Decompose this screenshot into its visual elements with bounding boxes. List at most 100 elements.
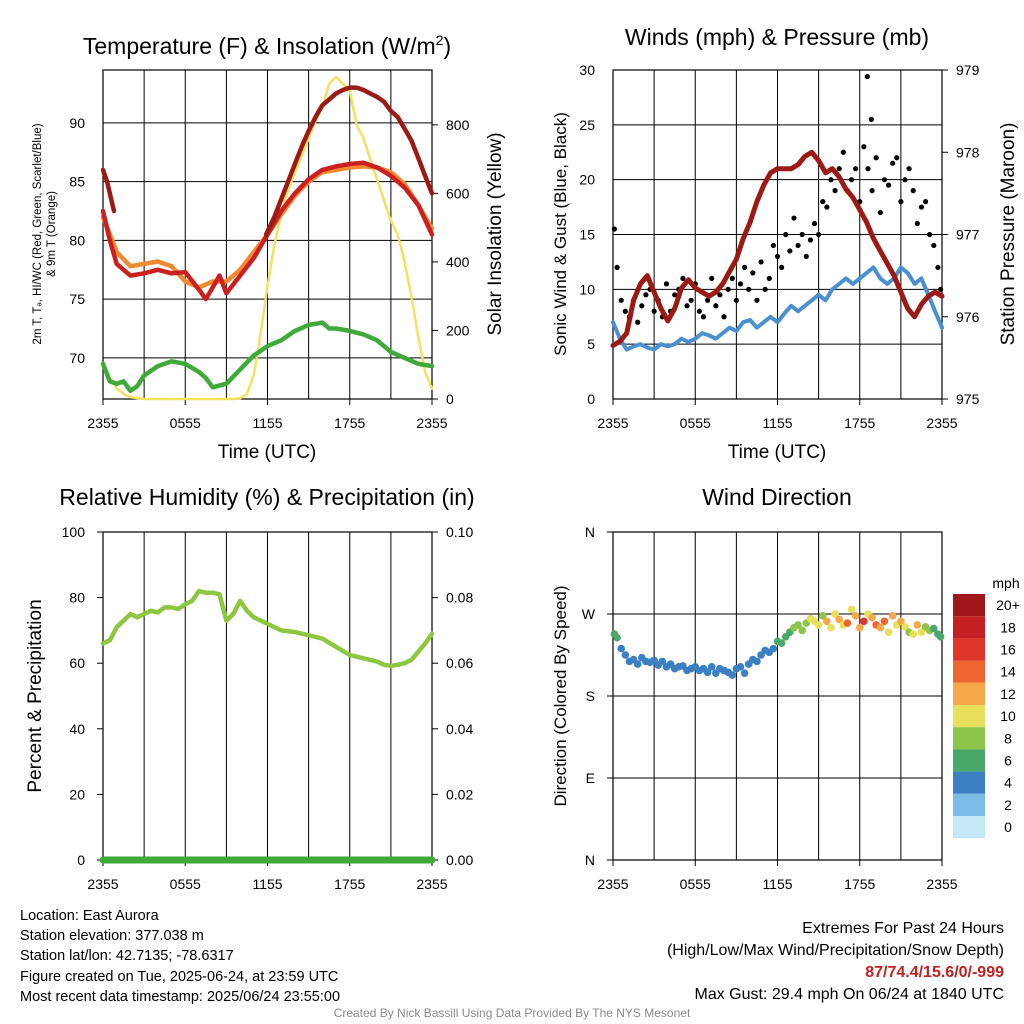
y-tick-label: 20 xyxy=(579,172,595,188)
y-tick-label: 30 xyxy=(579,62,595,78)
gust-point xyxy=(910,188,916,194)
gust-point xyxy=(750,270,756,276)
gust-point xyxy=(762,286,768,292)
elevation-text: Station elevation: 377.038 m xyxy=(20,928,204,945)
gust-point xyxy=(733,297,739,303)
gust-point xyxy=(758,259,764,265)
chart-title-sup: 2 xyxy=(436,32,444,48)
gust-point xyxy=(811,220,818,227)
y-tick-label: 75 xyxy=(69,291,85,307)
direction-point xyxy=(880,617,889,626)
chart-title-end: ) xyxy=(443,33,451,59)
gust-point xyxy=(729,275,735,281)
gust-point xyxy=(820,199,826,205)
y-axis-label: Percent & Precipitation xyxy=(25,599,46,792)
location-text: Location: East Aurora xyxy=(20,908,159,924)
gust-point xyxy=(828,177,834,183)
gust-point xyxy=(721,314,727,320)
x-tick-label: 1755 xyxy=(334,415,365,431)
legend-swatch xyxy=(953,594,985,617)
y-tick-label: 90 xyxy=(69,115,85,131)
legend-label: 18 xyxy=(1000,619,1016,635)
gust-point xyxy=(922,199,929,205)
y2-tick-label: 978 xyxy=(956,144,980,160)
y-axis-label: Sonic Wind & Gust (Blue, Black) xyxy=(551,112,570,356)
y-tick-label: 0 xyxy=(77,852,85,868)
direction-point xyxy=(617,644,626,653)
gust-point xyxy=(848,177,855,183)
gust-point xyxy=(766,275,772,281)
y-tick-label: N xyxy=(585,852,595,868)
gust-point xyxy=(799,231,805,238)
direction-point xyxy=(835,615,843,624)
direction-point xyxy=(753,657,761,666)
direction-point xyxy=(929,624,938,633)
legend-swatch xyxy=(953,816,985,839)
gust-point xyxy=(614,264,620,270)
gust-point xyxy=(754,297,760,303)
y2-tick-label: 0.08 xyxy=(446,590,473,606)
direction-point xyxy=(736,663,745,671)
y-tick-label: 5 xyxy=(587,336,595,352)
chart-title: Wind Direction xyxy=(702,484,852,510)
chart-title-main: Temperature (F) & Insolation (W/m xyxy=(83,33,436,59)
direction-point xyxy=(876,623,885,632)
gust-point xyxy=(779,264,785,270)
gust-point xyxy=(935,264,941,270)
y2-tick-label: 0.06 xyxy=(446,655,473,671)
x-tick-label: 2355 xyxy=(87,415,118,431)
legend-swatch xyxy=(953,705,985,728)
y2-tick-label: 600 xyxy=(446,185,470,201)
direction-point xyxy=(855,623,864,632)
gust-point xyxy=(618,297,624,303)
gust-point xyxy=(611,226,617,232)
y-tick-label: 60 xyxy=(69,655,85,671)
temp-series-line xyxy=(101,75,434,401)
legend-label: 16 xyxy=(1000,642,1016,658)
gust-point xyxy=(840,149,846,155)
x-tick-label: 2355 xyxy=(597,876,628,892)
legend-swatch xyxy=(953,727,985,750)
humidity-line xyxy=(100,588,435,669)
x-tick-label: 2355 xyxy=(87,876,118,892)
y2-tick-label: 0.00 xyxy=(446,852,473,868)
gust-point xyxy=(774,253,781,260)
x-tick-label: 0555 xyxy=(680,415,711,431)
created-text: Figure created on Tue, 2025-06-24, at 23… xyxy=(20,968,339,985)
gust-point xyxy=(737,281,744,287)
gust-point xyxy=(853,166,859,172)
y2-tick-label: 400 xyxy=(446,254,470,270)
x-tick-label: 2355 xyxy=(416,415,447,431)
direction-point xyxy=(769,644,778,653)
legend-label: 14 xyxy=(1000,664,1016,680)
legend-swatch xyxy=(953,793,985,816)
extremes-values: 87/74.4/15.6/0/-999 xyxy=(865,964,1004,981)
y-tick-label: W xyxy=(582,606,596,622)
x-tick-label: 1755 xyxy=(334,876,365,892)
x-tick-label: 0555 xyxy=(680,876,711,892)
gust-point xyxy=(791,215,797,221)
direction-point xyxy=(868,613,876,622)
gust-point xyxy=(746,286,752,292)
x-tick-label: 1155 xyxy=(252,415,282,431)
gust-point xyxy=(881,177,888,183)
gust-point xyxy=(885,182,892,188)
station-info: Location: East Aurora Station elevation:… xyxy=(20,906,340,1007)
latlon-text: Station lat/lon: 42.7135; -78.6317 xyxy=(20,948,234,965)
direction-point xyxy=(884,628,893,637)
x-tick-label: 1155 xyxy=(762,415,792,431)
direction-point xyxy=(658,657,667,666)
max-gust-text: Max Gust: 29.4 mph On 06/24 at 1840 UTC xyxy=(694,986,1005,1003)
direction-point xyxy=(888,612,897,620)
gust-point xyxy=(914,220,920,227)
gust-point xyxy=(931,242,937,249)
y-tick-label: S xyxy=(586,688,595,704)
legend-swatch xyxy=(953,771,985,794)
direction-point xyxy=(823,617,831,626)
y-tick-label: N xyxy=(585,524,595,540)
direction-point xyxy=(847,605,856,614)
gust-point xyxy=(787,248,793,254)
gust-point xyxy=(877,209,883,216)
y-tick-label: 0 xyxy=(587,391,595,407)
